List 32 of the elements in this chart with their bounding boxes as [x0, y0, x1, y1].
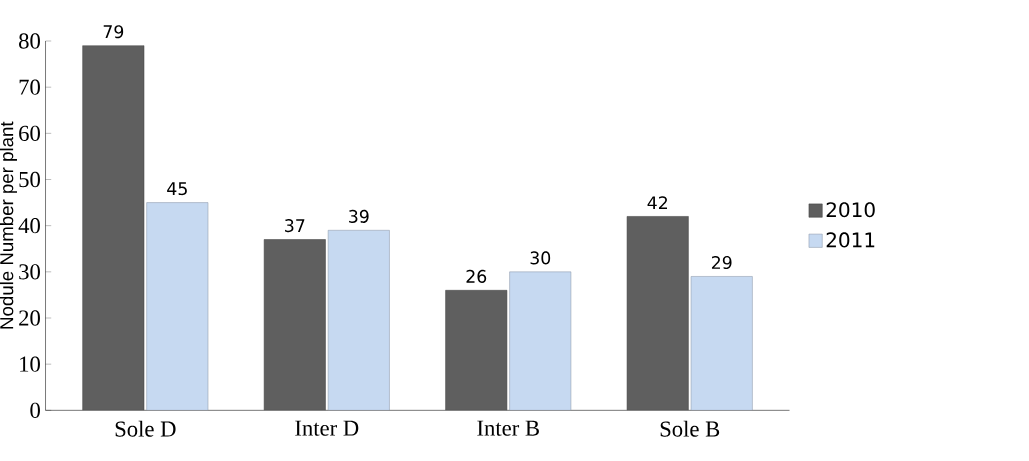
data-label: 37	[285, 219, 305, 233]
data-label: 79	[103, 25, 124, 39]
bar	[626, 216, 689, 411]
y-tick-label: 10	[20, 356, 40, 372]
y-tick-label: 80	[19, 33, 40, 49]
bar	[690, 276, 753, 411]
bar	[82, 45, 145, 411]
x-tick-label: Inter B	[477, 420, 539, 436]
data-label: 29	[711, 255, 732, 270]
bar	[146, 202, 209, 411]
data-label: 45	[167, 182, 187, 196]
y-tick-label: 20	[19, 310, 40, 326]
legend-label: 2010	[826, 202, 875, 218]
y-tick-label: 40	[18, 218, 40, 234]
data-label: 30	[530, 251, 551, 265]
y-tick-label: 60	[19, 125, 40, 141]
bar	[509, 271, 572, 411]
data-label: 42	[647, 196, 667, 210]
data-label: 39	[349, 209, 369, 223]
bar	[263, 239, 326, 411]
x-tick-label: Sole D	[115, 420, 176, 437]
y-tick-label: 0	[30, 402, 40, 418]
bar	[327, 230, 390, 411]
x-tick-label: Inter D	[295, 420, 359, 436]
y-tick-label: 70	[19, 79, 40, 95]
legend-label: 2011	[826, 232, 875, 248]
x-tick-label: Sole B	[660, 420, 720, 437]
y-tick-label: 30	[19, 264, 40, 280]
bar	[445, 290, 508, 411]
data-label: 26	[466, 269, 487, 283]
y-tick-label: 50	[19, 171, 40, 188]
y-axis-title: Nodule Number per plant	[0, 121, 17, 329]
